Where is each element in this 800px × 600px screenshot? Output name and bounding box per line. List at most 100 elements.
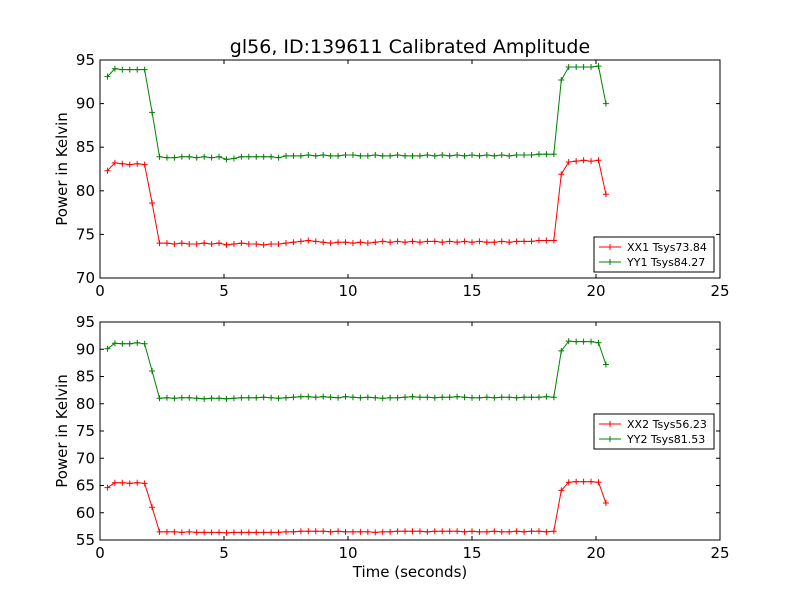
data-point-marker bbox=[201, 153, 208, 160]
data-point-marker bbox=[498, 528, 505, 535]
y-tick-label: 90 bbox=[76, 340, 95, 358]
data-point-marker bbox=[402, 394, 409, 401]
data-point-marker bbox=[305, 528, 312, 535]
data-point-marker bbox=[543, 151, 550, 158]
data-point-marker bbox=[283, 240, 289, 247]
data-point-marker bbox=[573, 338, 580, 345]
data-point-marker bbox=[565, 338, 572, 345]
data-point-marker bbox=[208, 395, 215, 402]
data-point-marker bbox=[416, 239, 423, 246]
data-point-marker bbox=[431, 528, 438, 535]
data-point-marker bbox=[364, 152, 371, 159]
data-point-marker bbox=[558, 77, 565, 84]
data-point-marker bbox=[357, 152, 364, 159]
data-point-marker bbox=[454, 528, 461, 535]
data-point-marker bbox=[283, 394, 289, 401]
data-point-marker bbox=[312, 152, 319, 159]
data-point-marker bbox=[297, 152, 304, 159]
data-point-marker bbox=[104, 167, 111, 174]
data-point-marker bbox=[424, 528, 431, 535]
legend-marker bbox=[607, 259, 613, 265]
data-point-marker bbox=[491, 239, 498, 246]
data-point-marker bbox=[461, 238, 468, 245]
bottom-y-axis-label: Power in Kelvin bbox=[53, 374, 71, 488]
data-point-marker bbox=[528, 528, 535, 535]
data-point-marker bbox=[528, 238, 535, 245]
data-point-marker bbox=[424, 394, 431, 401]
data-point-marker bbox=[201, 240, 208, 247]
data-point-marker bbox=[476, 238, 483, 245]
data-point-marker bbox=[111, 479, 118, 486]
data-point-marker bbox=[394, 238, 401, 245]
data-point-marker bbox=[171, 154, 178, 161]
legend-label: XX2 Tsys56.23 bbox=[627, 418, 707, 431]
data-point-marker bbox=[513, 394, 520, 401]
data-point-marker bbox=[208, 154, 215, 161]
data-point-marker bbox=[163, 528, 170, 535]
data-point-marker bbox=[223, 241, 230, 248]
data-point-marker bbox=[528, 152, 535, 159]
data-point-marker bbox=[297, 393, 304, 400]
top-y-axis-label: Power in Kelvin bbox=[53, 112, 71, 226]
data-point-marker bbox=[573, 63, 580, 70]
data-point-marker bbox=[535, 528, 542, 535]
data-point-marker bbox=[260, 241, 267, 248]
data-point-marker bbox=[178, 153, 185, 160]
data-point-marker bbox=[149, 368, 156, 375]
data-point-marker bbox=[483, 394, 490, 401]
data-point-marker bbox=[580, 478, 587, 485]
x-tick-label: 25 bbox=[710, 544, 729, 562]
data-point-marker bbox=[201, 529, 208, 536]
data-point-marker bbox=[521, 152, 528, 159]
y-tick-label: 70 bbox=[76, 449, 95, 467]
data-point-marker bbox=[305, 237, 312, 244]
x-tick-label: 5 bbox=[219, 282, 229, 300]
data-point-marker bbox=[602, 100, 609, 107]
data-point-marker bbox=[134, 339, 141, 346]
data-point-marker bbox=[602, 499, 609, 506]
data-point-marker bbox=[335, 528, 342, 535]
data-point-marker bbox=[275, 395, 282, 402]
x-tick-label: 10 bbox=[338, 544, 357, 562]
data-point-marker bbox=[550, 151, 557, 158]
data-point-marker bbox=[469, 152, 475, 159]
y-tick-label: 95 bbox=[76, 51, 95, 69]
data-point-marker bbox=[268, 153, 275, 160]
data-point-marker bbox=[372, 152, 379, 159]
data-point-marker bbox=[394, 394, 401, 401]
data-point-marker bbox=[588, 158, 595, 165]
data-point-marker bbox=[178, 240, 185, 247]
y-tick-label: 75 bbox=[76, 422, 95, 440]
data-point-marker bbox=[193, 395, 200, 402]
y-tick-label: 70 bbox=[76, 269, 95, 287]
data-point-marker bbox=[558, 171, 565, 178]
data-point-marker bbox=[297, 238, 304, 245]
data-point-marker bbox=[141, 66, 148, 73]
data-point-marker bbox=[119, 340, 126, 347]
data-point-marker bbox=[260, 529, 267, 536]
data-point-marker bbox=[506, 152, 513, 159]
data-point-marker bbox=[208, 529, 215, 536]
data-point-marker bbox=[387, 394, 394, 401]
data-point-marker bbox=[454, 393, 461, 400]
data-point-marker bbox=[372, 529, 379, 536]
data-point-marker bbox=[498, 238, 505, 245]
legend-marker bbox=[607, 244, 613, 250]
legend-label: YY2 Tsys81.53 bbox=[626, 433, 705, 446]
data-point-marker bbox=[119, 160, 126, 167]
data-point-marker bbox=[558, 487, 565, 494]
data-point-marker bbox=[454, 152, 461, 159]
data-point-marker bbox=[216, 529, 223, 536]
data-point-marker bbox=[469, 394, 475, 401]
data-point-marker bbox=[216, 395, 223, 402]
data-point-marker bbox=[543, 237, 550, 244]
data-point-marker bbox=[320, 528, 327, 535]
x-tick-label: 15 bbox=[462, 544, 481, 562]
data-point-marker bbox=[394, 528, 401, 535]
data-point-marker bbox=[550, 528, 557, 535]
data-point-marker bbox=[513, 238, 520, 245]
data-point-marker bbox=[216, 153, 223, 160]
data-point-marker bbox=[409, 152, 416, 159]
data-point-marker bbox=[305, 152, 312, 159]
data-point-marker bbox=[238, 153, 245, 160]
